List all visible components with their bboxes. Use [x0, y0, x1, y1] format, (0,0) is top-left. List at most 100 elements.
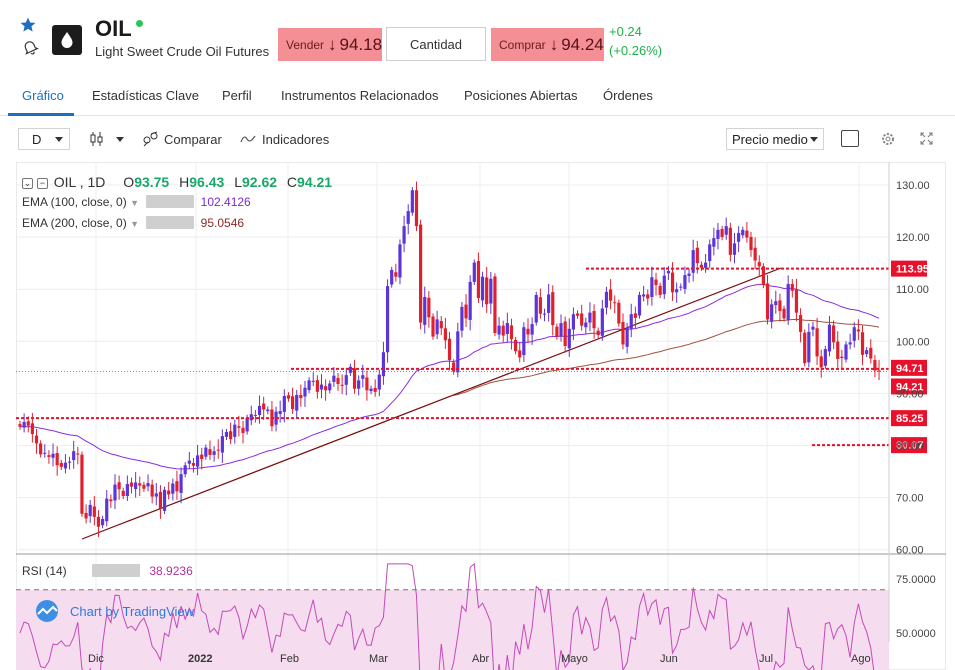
candle-body — [150, 484, 154, 497]
sell-price: 94.18 — [339, 34, 383, 54]
candle-body — [526, 328, 530, 335]
sell-label: Vender — [286, 37, 325, 52]
candle-body — [580, 313, 584, 326]
candle-body — [237, 426, 241, 428]
candle-body — [741, 229, 745, 236]
tab-perfil[interactable]: Perfil — [222, 88, 252, 103]
ema200-line — [453, 318, 880, 396]
candle-body — [59, 462, 63, 467]
compare-icon[interactable] — [142, 131, 160, 147]
candle-body — [728, 227, 732, 255]
candle-body — [348, 366, 352, 373]
candle-body — [604, 291, 609, 308]
candle-body — [650, 277, 654, 298]
indicator-controls-icon[interactable] — [92, 564, 141, 577]
indicator-controls-icon[interactable] — [146, 195, 195, 208]
candle-body — [398, 244, 402, 278]
candle-body — [439, 320, 443, 329]
candle-body — [39, 443, 43, 455]
candle-body — [567, 328, 571, 349]
gear-icon[interactable] — [880, 131, 896, 147]
candle-body — [187, 460, 191, 464]
candle-body — [324, 386, 328, 391]
candle-body — [369, 388, 373, 392]
candle-body — [332, 375, 336, 382]
candle-body — [96, 516, 101, 527]
chevron-toggle-icon[interactable]: ⌄ — [22, 178, 33, 189]
candle-body — [51, 453, 55, 458]
chevron-down-icon[interactable]: ▼ — [130, 219, 139, 229]
candle-body — [385, 286, 390, 353]
candle-body — [852, 327, 856, 341]
candle-body — [212, 451, 216, 455]
candle-body — [340, 384, 344, 386]
indicator-controls-icon[interactable] — [146, 216, 195, 229]
candle-body — [596, 330, 600, 336]
tab-grafico[interactable]: Gráfico — [22, 88, 64, 103]
chart-type-select[interactable] — [80, 128, 130, 150]
change-value: +0.24 — [609, 24, 642, 39]
candle-body — [406, 211, 410, 224]
candle-body — [204, 447, 208, 457]
candle-body — [195, 455, 200, 467]
expand-icon[interactable] — [920, 132, 933, 145]
ema200-label: EMA (200, close, 0) — [22, 216, 127, 230]
candle-body — [480, 276, 485, 301]
x-tick-label: Mayo — [561, 653, 588, 665]
candle-body — [666, 270, 671, 274]
fullscreen-toggle[interactable] — [841, 130, 859, 147]
price-label-box — [891, 410, 927, 427]
price-label-text: 85.25 — [896, 413, 924, 425]
interval-select[interactable]: D — [18, 128, 70, 150]
indicators-button[interactable]: Indicadores — [262, 132, 330, 147]
candle-body — [745, 230, 749, 238]
tab-estadisticas-clave[interactable]: Estadísticas Clave — [92, 88, 199, 103]
candlesticks — [18, 181, 881, 538]
tab-instrumentos-relacionados[interactable]: Instrumentos Relacionados — [281, 88, 439, 103]
bell-icon[interactable] — [21, 38, 39, 56]
candle-body — [774, 301, 778, 306]
indicators-icon[interactable] — [240, 134, 256, 144]
candle-body — [134, 482, 138, 490]
candle-body — [865, 350, 869, 355]
compare-button[interactable]: Comparar — [164, 132, 222, 147]
candle-body — [216, 449, 220, 451]
candle-body — [621, 322, 625, 345]
candle-body — [162, 489, 167, 511]
candle-body — [534, 294, 538, 323]
collapse-icon[interactable]: − — [36, 178, 48, 189]
star-icon[interactable] — [19, 16, 37, 34]
candle-body — [431, 316, 435, 337]
buy-button[interactable]: Comprar ↓ 94.24 — [491, 28, 604, 61]
candle-body — [121, 490, 125, 497]
candle-body — [303, 387, 307, 397]
candle-body — [113, 484, 117, 501]
candle-body — [489, 278, 493, 304]
y-tick-label: 120.00 — [896, 232, 930, 244]
candle-body — [179, 474, 183, 493]
chevron-down-icon[interactable]: ▼ — [130, 198, 139, 208]
instrument-name: Light Sweet Crude Oil Futures — [95, 44, 270, 59]
candle-body — [518, 350, 522, 358]
candle-body — [257, 405, 262, 416]
candle-body — [786, 283, 790, 320]
candle-body — [695, 247, 699, 264]
candle-body — [840, 356, 844, 358]
price-mode-select[interactable]: Precio medio — [726, 128, 824, 150]
chevron-down-icon — [810, 137, 818, 142]
chevron-down-icon — [55, 137, 63, 142]
cloud-icon — [36, 600, 58, 622]
x-tick-label: Feb — [280, 653, 299, 665]
candle-body — [600, 308, 604, 336]
watermark-text: Chart by TradingView — [70, 603, 195, 619]
candle-body — [646, 294, 650, 299]
quantity-input[interactable]: Cantidad — [386, 27, 486, 61]
candle-body — [299, 394, 303, 399]
tradingview-watermark[interactable]: Chart by TradingView — [30, 598, 216, 624]
tab-bar: Gráfico Estadísticas Clave Perfil Instru… — [0, 80, 955, 116]
sell-button[interactable]: Vender ↓ 94.18 — [278, 28, 382, 61]
tab-ordenes[interactable]: Órdenes — [603, 88, 653, 103]
candle-body — [84, 512, 88, 519]
tab-posiciones-abiertas[interactable]: Posiciones Abiertas — [464, 88, 578, 103]
